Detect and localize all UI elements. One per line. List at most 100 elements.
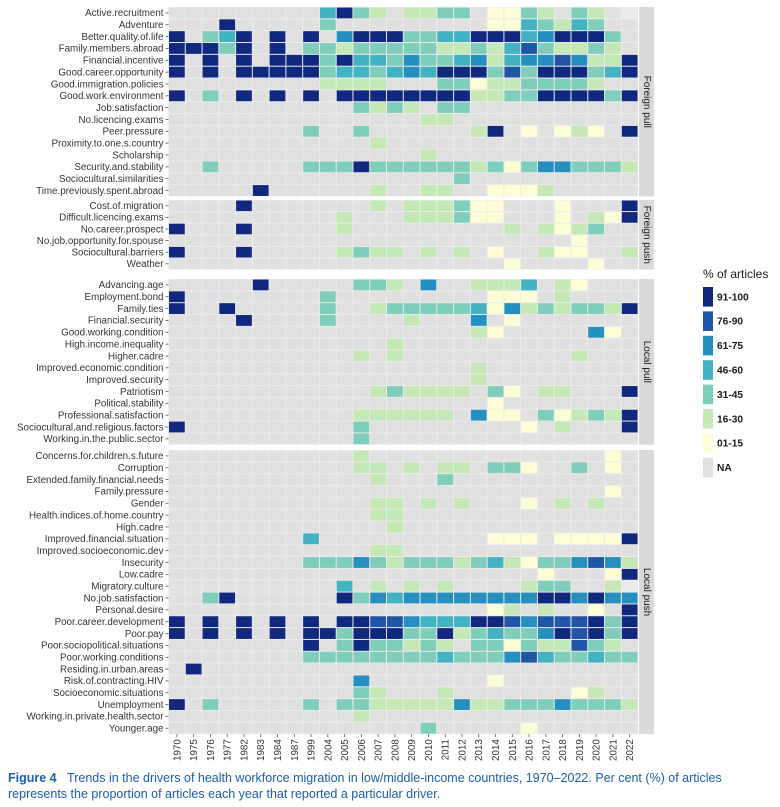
heatmap-cell [437,149,454,161]
heatmap-cell [319,66,336,78]
heatmap-cell [487,397,504,409]
heatmap-cell [621,326,638,338]
legend-key [703,360,713,380]
heatmap-cell [219,663,236,675]
heatmap-cell [387,699,403,710]
heatmap-cell [454,125,470,137]
heatmap-cell [387,421,403,433]
heatmap-cell [537,149,554,161]
heatmap-cell [236,433,252,445]
panel-background [168,200,639,270]
heatmap-cell [252,497,269,509]
heatmap-cell [571,663,588,675]
heatmap-cell [621,173,638,185]
heatmap-cell [269,687,286,699]
heatmap-cell [269,675,286,687]
heatmap-cell [336,303,353,315]
heatmap-cell [554,66,571,78]
heatmap-cell [286,90,303,102]
heatmap-cell [185,362,202,374]
heatmap-cell [370,246,387,258]
heatmap-cell [554,521,571,533]
heatmap-cell [319,710,336,722]
heatmap-cell [319,568,336,580]
heatmap-cell [169,43,185,54]
heatmap-cell [571,43,588,54]
heatmap-cell [588,433,605,445]
heatmap-cell [605,722,621,734]
heatmap-cell [403,374,420,386]
heatmap-cell [454,651,470,663]
heatmap-cell [202,557,219,568]
heatmap-cell [487,628,504,639]
heatmap-cell [521,315,537,326]
heatmap-cell [437,173,454,185]
heatmap-cell [319,628,336,639]
heatmap-cell [387,474,403,486]
heatmap-cell [403,246,420,258]
heatmap-cell [370,338,387,350]
heatmap-cell [236,628,252,639]
heatmap-cell [202,338,219,350]
heatmap-cell [353,639,370,651]
heatmap-cell [420,557,437,568]
heatmap-cell [521,149,537,161]
heatmap-cell [537,258,554,270]
heatmap-cell [588,592,605,604]
heatmap-cell [504,223,521,235]
heatmap-cell [303,173,319,185]
heatmap-cell [336,362,353,374]
heatmap-cell [420,90,437,102]
heatmap-cell [370,31,387,43]
y-tick-label: Poor.pay [125,629,164,640]
heatmap-cell [454,421,470,433]
heatmap-cell [571,54,588,66]
heatmap-cell [521,675,537,687]
heatmap-cell [353,185,370,196]
heatmap-cell [454,663,470,675]
heatmap-cell [403,235,420,246]
heatmap-cell [236,409,252,421]
heatmap-cell [185,687,202,699]
heatmap-cell [387,409,403,421]
heatmap-cell [169,450,185,462]
heatmap-cell [185,326,202,338]
heatmap-cell [554,687,571,699]
heatmap-cell [252,486,269,497]
heatmap-cell [185,409,202,421]
heatmap-cell [571,568,588,580]
heatmap-cell [420,212,437,223]
heatmap-cell [202,102,219,114]
heatmap-cell [537,509,554,521]
heatmap-cell [236,509,252,521]
x-tick-label: 1987 [290,739,301,761]
heatmap-cell [219,722,236,734]
heatmap-cell [353,533,370,545]
heatmap-cell [370,474,387,486]
heatmap-cell [269,66,286,78]
heatmap-cell [605,338,621,350]
heatmap-cell [437,90,454,102]
heatmap-cell [252,433,269,445]
heatmap-cell [605,521,621,533]
heatmap-cell [605,31,621,43]
heatmap-cell [554,663,571,675]
heatmap-cell [202,421,219,433]
heatmap-cell [370,580,387,592]
y-tick-label: Family.members.abroad [59,44,164,55]
heatmap-cell [470,374,487,386]
heatmap-cell [353,258,370,270]
heatmap-cell [269,279,286,291]
heatmap-cell [454,338,470,350]
heatmap-cell [185,7,202,19]
heatmap-cell [454,486,470,497]
heatmap-cell [554,125,571,137]
heatmap-cell [236,31,252,43]
heatmap-cell [470,533,487,545]
heatmap-cell [185,533,202,545]
heatmap-cell [387,710,403,722]
heatmap-cell [219,279,236,291]
heatmap-cell [286,212,303,223]
heatmap-cell [554,545,571,557]
heatmap-cell [588,200,605,212]
